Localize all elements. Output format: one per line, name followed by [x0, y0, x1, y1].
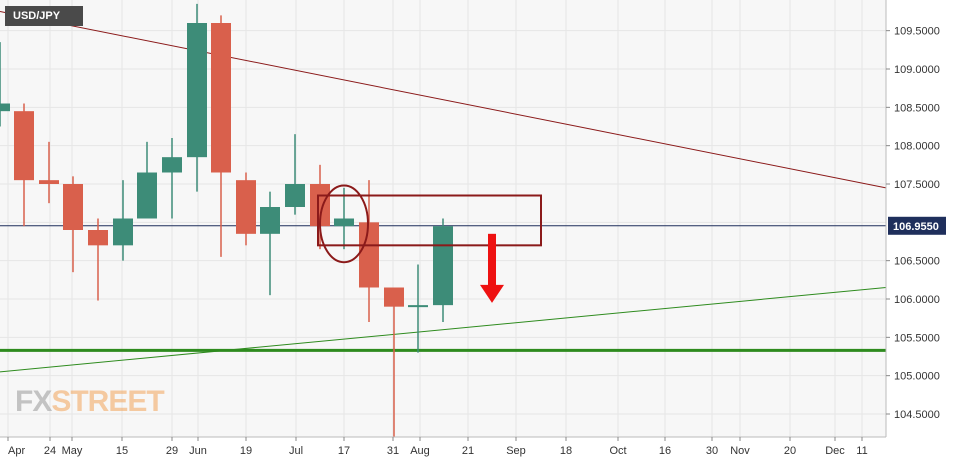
- y-tick-label: 106.0000: [894, 294, 940, 306]
- candle-body: [211, 23, 231, 173]
- candle: [113, 180, 133, 261]
- y-tick-label: 109.5000: [894, 26, 940, 38]
- candle: [359, 180, 379, 322]
- candle: [14, 103, 34, 227]
- current-price-tag-bg: [888, 216, 946, 235]
- candle: [0, 42, 10, 127]
- y-tick-label: 105.5000: [894, 332, 940, 344]
- x-tick-label: 21: [462, 445, 474, 457]
- y-tick-label: 108.5000: [894, 102, 940, 114]
- candle-body: [285, 184, 305, 207]
- consolidation-box: [317, 194, 542, 247]
- x-tick-label: Oct: [609, 445, 626, 457]
- x-tick-label: 24: [44, 445, 56, 457]
- y-tick-label: 108.0000: [894, 141, 940, 153]
- candle: [334, 187, 354, 250]
- rising-support-trendline: [0, 287, 887, 373]
- candle: [285, 134, 305, 215]
- highlight-ellipse: [319, 184, 369, 264]
- candle-body: [88, 230, 108, 246]
- x-tick-label: 17: [338, 445, 350, 457]
- fxstreet-logo: FXSTREET: [15, 385, 165, 418]
- candle: [260, 191, 280, 296]
- candle-body: [260, 207, 280, 234]
- current-price-tag: 106.9550: [888, 216, 946, 235]
- x-tick-label: 15: [116, 445, 128, 457]
- candle: [137, 141, 157, 219]
- x-tick-label: Jun: [189, 445, 207, 457]
- candle-body: [236, 180, 256, 234]
- x-tick-label: Aug: [410, 445, 430, 457]
- current-price-label: 106.9550: [893, 221, 939, 233]
- candle: [187, 3, 207, 192]
- x-tick-label: Nov: [730, 445, 750, 457]
- candles: [0, 3, 453, 437]
- y-tick-label: 109.0000: [894, 64, 940, 76]
- x-tick-label: 16: [659, 445, 671, 457]
- axes: 109.5000 109.0000 108.5000 108.0000 107.5000…: [0, 0, 946, 457]
- candle-body: [334, 218, 354, 227]
- candle-body: [63, 184, 83, 230]
- x-tick-label: Apr: [8, 445, 25, 457]
- annotations: [317, 184, 542, 303]
- x-tick-label: 11: [856, 445, 867, 457]
- x-tick-label: 19: [240, 445, 252, 457]
- y-tick-label: 107.5000: [894, 179, 940, 191]
- candle-body: [113, 218, 133, 246]
- y-tick-label: 104.5000: [894, 409, 940, 421]
- candle-body: [162, 157, 182, 173]
- candle-body: [187, 23, 207, 158]
- candle: [384, 287, 404, 437]
- y-tick-label: 105.0000: [894, 371, 940, 383]
- candle-body: [433, 226, 453, 306]
- candle: [162, 138, 182, 219]
- candle: [236, 172, 256, 246]
- y-tick-label: 106.5000: [894, 256, 940, 268]
- candle: [39, 141, 59, 204]
- x-tick-label: 18: [560, 445, 572, 457]
- x-tick-label: 30: [706, 445, 718, 457]
- candle-body: [384, 287, 404, 307]
- candle: [88, 218, 108, 301]
- x-tick-label: Sep: [506, 445, 526, 457]
- candle-body: [14, 111, 34, 181]
- down-arrow-icon: [480, 284, 504, 303]
- arrow-shaft: [488, 233, 496, 287]
- x-tick-label: 20: [784, 445, 796, 457]
- candle-body: [0, 103, 10, 112]
- candle: [408, 264, 428, 353]
- resistance-trendline: [0, 11, 887, 189]
- candle-body: [359, 222, 379, 288]
- candle: [211, 15, 231, 257]
- candle-body: [39, 180, 59, 184]
- candle-body: [408, 305, 428, 308]
- x-tick-label: Jul: [289, 445, 303, 457]
- x-tick-label: Dec: [825, 445, 845, 457]
- candle-body: [137, 172, 157, 219]
- x-tick-label: 29: [166, 445, 178, 457]
- symbol-badge: USD/JPY: [5, 6, 83, 26]
- x-tick-label: May: [62, 445, 83, 457]
- candle: [63, 176, 83, 273]
- x-tick-label: 31: [387, 445, 399, 457]
